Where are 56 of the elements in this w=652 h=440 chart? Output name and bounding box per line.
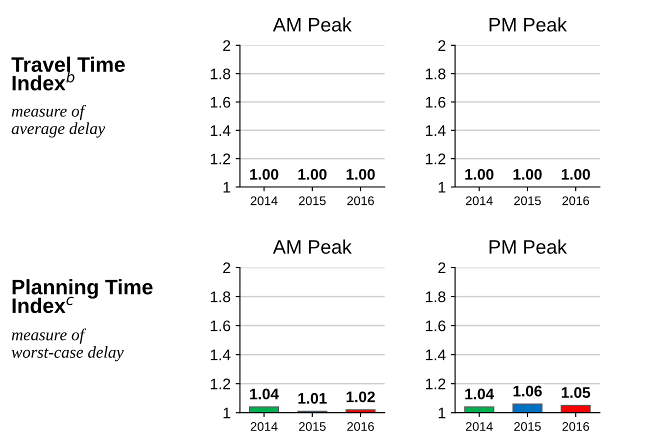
data-label: 1.00	[465, 168, 494, 180]
text: measure of worst-case delay	[12, 328, 124, 362]
chart-title: AM Peak	[272, 17, 352, 32]
y-tick-label: 1	[438, 182, 446, 193]
text: Planning Time Index$^{c}$	[12, 279, 153, 314]
y-tick-label: 1.2	[426, 154, 446, 164]
y-tick-label: 1.8	[426, 68, 446, 80]
data-label: 1.00	[514, 168, 542, 180]
y-tick-label: 1.6	[210, 320, 230, 332]
y-tick-label: 1.4	[426, 350, 446, 360]
data-label: 1.01	[298, 392, 327, 404]
y-tick-label: 2	[438, 40, 446, 51]
data-label: 1.04	[465, 388, 494, 400]
y-tick-label: 1.6	[210, 96, 230, 108]
y-tick-label: 1.8	[210, 291, 230, 302]
x-tick-label: 2015	[514, 196, 541, 206]
data-label: 1.06	[514, 386, 542, 396]
y-tick-label: 1.6	[426, 96, 446, 108]
y-tick-label: 1.2	[210, 378, 230, 390]
chart-title: PM Peak	[490, 240, 567, 254]
x-tick-label: 2016	[347, 422, 374, 431]
x-tick-label: 2014	[250, 422, 278, 431]
y-tick-label: 1	[224, 182, 230, 193]
y-tick-label: 2	[223, 40, 230, 51]
chart-title: AM Peak	[272, 240, 352, 254]
data-label: 1.00	[346, 168, 375, 180]
x-tick-label: 2014	[250, 196, 278, 206]
x-tick-label: 2016	[347, 196, 374, 206]
data-label: 1.02	[346, 391, 375, 402]
x-tick-label: 2014	[466, 422, 493, 431]
y-tick-label: 1.2	[210, 154, 230, 164]
y-tick-label: 1.8	[426, 291, 446, 302]
data-label: 1.00	[250, 168, 278, 180]
x-tick-label: 2015	[299, 422, 326, 431]
x-tick-label: 2015	[514, 422, 541, 431]
y-tick-label: 1.8	[210, 68, 230, 80]
data-label: 1.00	[298, 168, 327, 180]
y-tick-label: 1.4	[426, 125, 446, 136]
data-label: 1.00	[562, 168, 590, 180]
text: Travel Time Index$^{b}$	[11, 56, 125, 91]
x-tick-label: 2016	[562, 196, 590, 206]
chart-title: PM Peak	[490, 17, 567, 32]
data-label: 1.04	[250, 388, 279, 400]
x-tick-label: 2015	[299, 196, 326, 206]
y-tick-label: 1	[438, 408, 446, 418]
y-tick-label: 1.2	[426, 378, 446, 390]
y-tick-label: 1.4	[210, 350, 230, 360]
y-tick-label: 2	[223, 262, 230, 274]
text: measure of average delay	[12, 104, 106, 138]
y-tick-label: 1	[224, 408, 230, 418]
y-tick-label: 2	[438, 262, 446, 274]
data-label: 1.05	[562, 387, 590, 398]
y-tick-label: 1.6	[426, 320, 446, 332]
x-tick-label: 2016	[562, 422, 590, 431]
x-tick-label: 2014	[466, 196, 493, 206]
y-tick-label: 1.4	[210, 125, 230, 136]
